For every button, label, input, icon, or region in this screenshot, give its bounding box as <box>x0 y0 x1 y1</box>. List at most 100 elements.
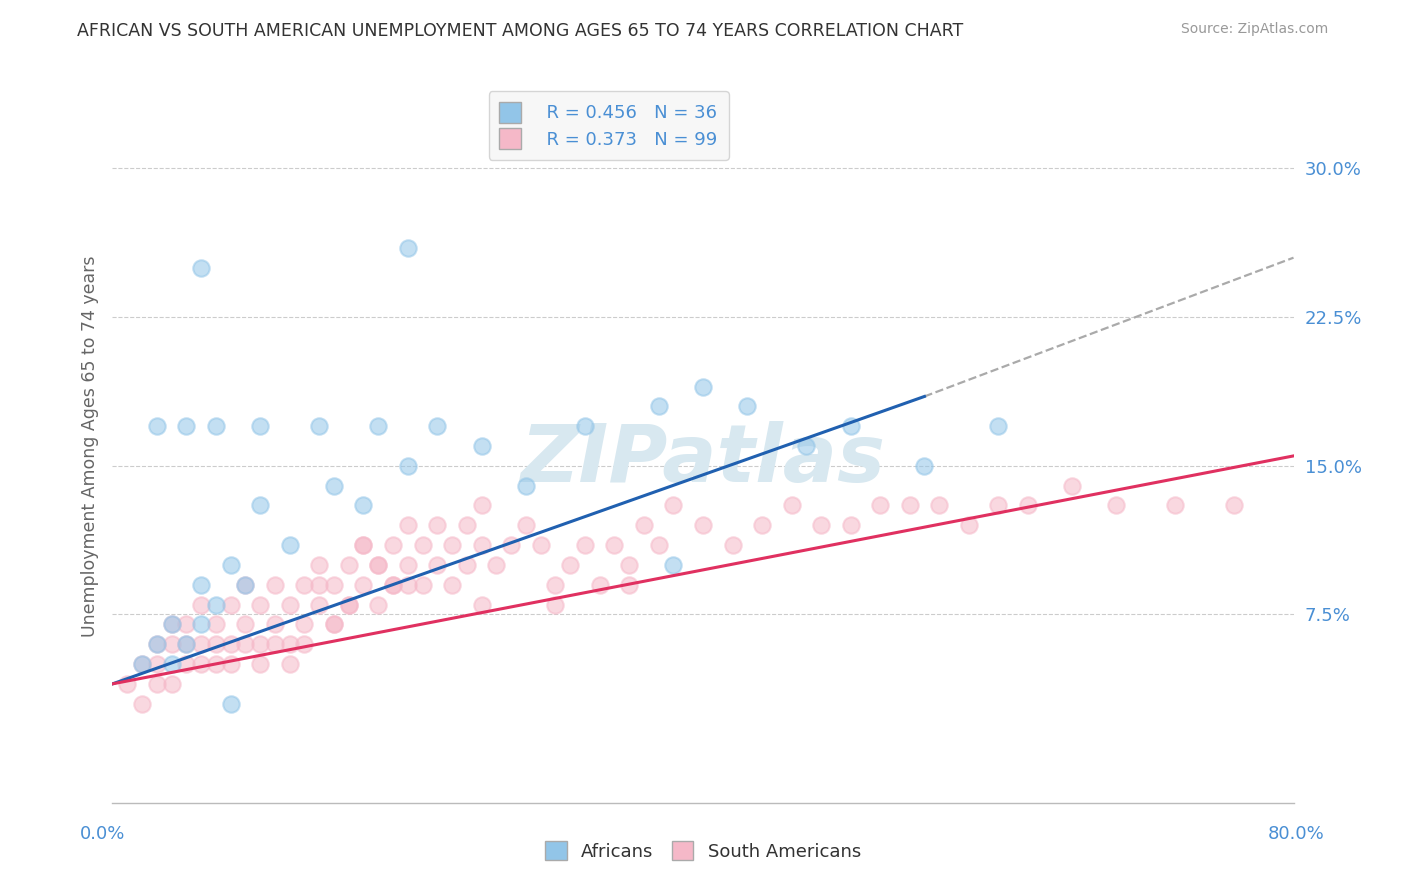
Point <box>264 617 287 632</box>
Point <box>249 419 271 434</box>
Point <box>352 499 374 513</box>
Point <box>692 379 714 393</box>
Point <box>692 518 714 533</box>
Point <box>131 697 153 711</box>
Point <box>219 697 242 711</box>
Point <box>619 578 641 592</box>
Point <box>160 677 183 691</box>
Point <box>426 518 449 533</box>
Point <box>160 637 183 651</box>
Point <box>146 419 169 434</box>
Point <box>131 657 153 671</box>
Point <box>529 538 551 552</box>
Point <box>470 598 494 612</box>
Point <box>337 598 360 612</box>
Point <box>501 538 523 552</box>
Point <box>352 538 374 552</box>
Point <box>396 458 419 473</box>
Point <box>174 657 197 671</box>
Point <box>987 499 1010 513</box>
Point <box>308 558 330 572</box>
Point <box>174 637 197 651</box>
Text: 0.0%: 0.0% <box>80 825 125 843</box>
Point <box>117 677 138 691</box>
Point <box>396 518 419 533</box>
Point <box>323 617 346 632</box>
Point <box>308 578 330 592</box>
Point <box>928 499 950 513</box>
Point <box>396 558 419 572</box>
Point <box>441 538 464 552</box>
Point <box>146 637 169 651</box>
Point <box>249 657 271 671</box>
Point <box>574 538 596 552</box>
Point <box>619 558 641 572</box>
Point <box>574 419 596 434</box>
Point <box>367 558 389 572</box>
Point <box>470 538 494 552</box>
Point <box>146 677 169 691</box>
Point <box>174 637 197 651</box>
Point <box>470 499 494 513</box>
Point <box>367 598 389 612</box>
Point <box>544 598 567 612</box>
Point <box>382 578 405 592</box>
Point <box>839 518 862 533</box>
Point <box>146 637 169 651</box>
Point <box>205 617 228 632</box>
Point <box>352 578 374 592</box>
Point <box>796 439 818 453</box>
Point <box>987 419 1010 434</box>
Point <box>146 657 169 671</box>
Point <box>278 538 301 552</box>
Point <box>174 617 197 632</box>
Point <box>603 538 626 552</box>
Point <box>470 439 494 453</box>
Point <box>456 558 478 572</box>
Point <box>131 657 153 671</box>
Point <box>367 419 389 434</box>
Point <box>264 578 287 592</box>
Point <box>233 578 256 592</box>
Point <box>323 617 346 632</box>
Point <box>737 400 759 414</box>
Point <box>160 617 183 632</box>
Point <box>219 657 242 671</box>
Point <box>751 518 773 533</box>
Point <box>190 260 212 275</box>
Point <box>205 598 228 612</box>
Point <box>721 538 744 552</box>
Point <box>869 499 891 513</box>
Point <box>160 657 183 671</box>
Point <box>219 558 242 572</box>
Point <box>249 637 271 651</box>
Point <box>278 657 301 671</box>
Point <box>898 499 921 513</box>
Point <box>367 558 389 572</box>
Point <box>233 637 256 651</box>
Point <box>396 578 419 592</box>
Point <box>810 518 832 533</box>
Point <box>662 558 685 572</box>
Point <box>515 478 537 492</box>
Point <box>292 578 315 592</box>
Point <box>426 558 449 572</box>
Point <box>233 617 256 632</box>
Point <box>544 578 567 592</box>
Point <box>1223 499 1246 513</box>
Point <box>441 578 464 592</box>
Point <box>382 538 405 552</box>
Point <box>588 578 610 592</box>
Point <box>160 617 183 632</box>
Point <box>264 637 287 651</box>
Text: ZIPatlas: ZIPatlas <box>520 421 886 500</box>
Point <box>337 558 360 572</box>
Point <box>957 518 980 533</box>
Point <box>308 419 330 434</box>
Point <box>323 578 346 592</box>
Point <box>205 637 228 651</box>
Point <box>249 499 271 513</box>
Point <box>558 558 582 572</box>
Point <box>839 419 862 434</box>
Point <box>337 598 360 612</box>
